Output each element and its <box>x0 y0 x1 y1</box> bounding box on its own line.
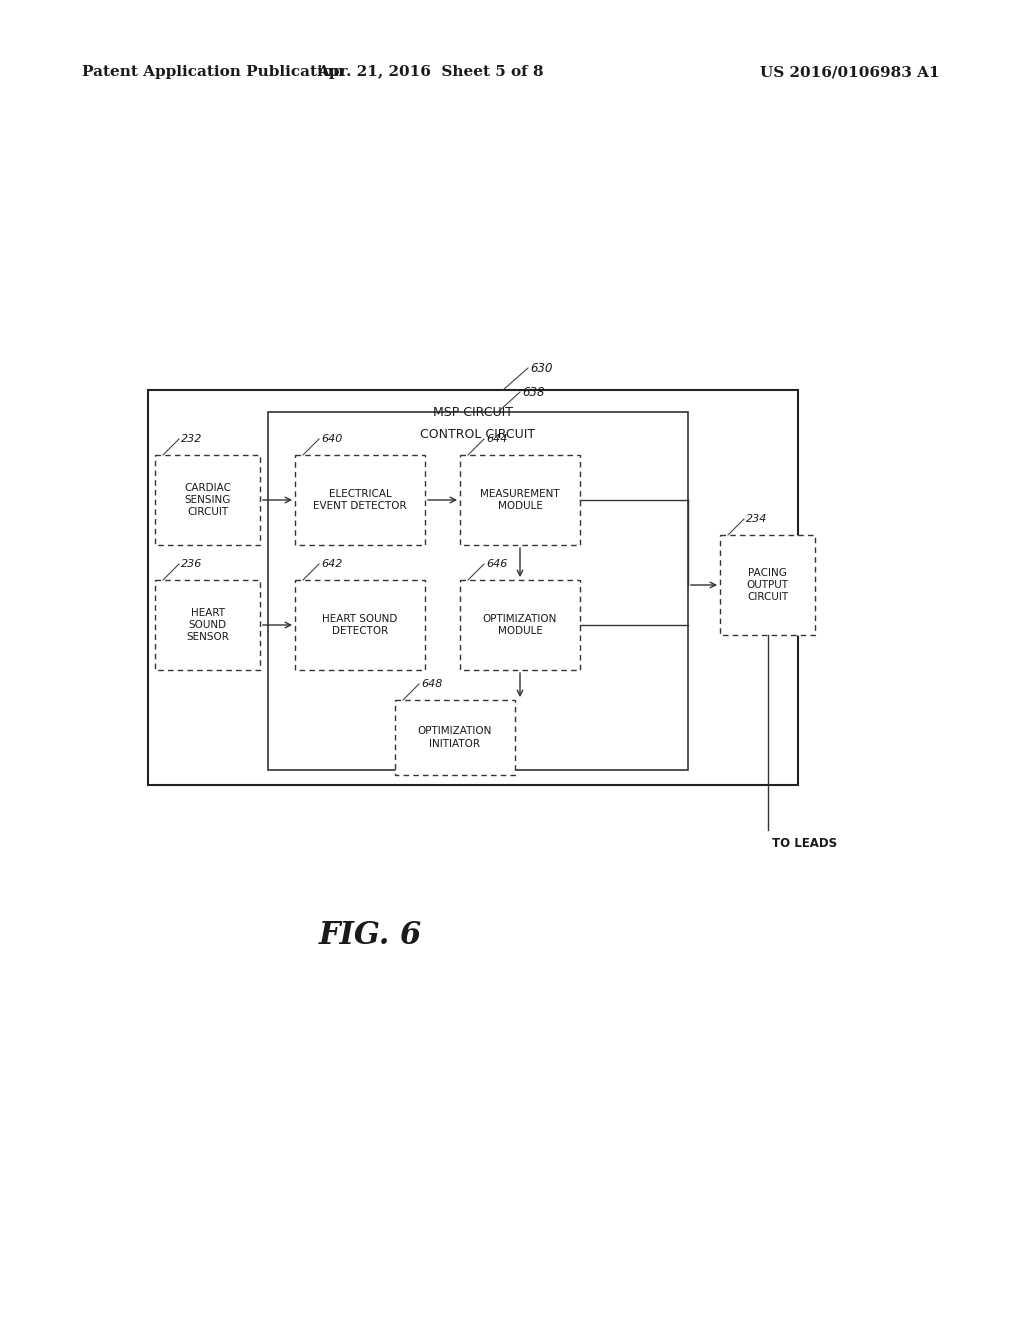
Text: PACING
OUTPUT
CIRCUIT: PACING OUTPUT CIRCUIT <box>746 568 788 602</box>
Bar <box>295 455 425 545</box>
Text: HEART
SOUND
SENSOR: HEART SOUND SENSOR <box>186 607 229 643</box>
Text: FIG. 6: FIG. 6 <box>318 920 422 950</box>
Text: MSP CIRCUIT: MSP CIRCUIT <box>433 405 513 418</box>
Text: ELECTRICAL
EVENT DETECTOR: ELECTRICAL EVENT DETECTOR <box>313 488 407 511</box>
Bar <box>268 412 688 770</box>
Text: 234: 234 <box>746 513 767 524</box>
Text: 648: 648 <box>421 678 442 689</box>
Text: OPTIMIZATION
MODULE: OPTIMIZATION MODULE <box>482 614 557 636</box>
Bar <box>460 579 580 671</box>
Text: US 2016/0106983 A1: US 2016/0106983 A1 <box>761 65 940 79</box>
Text: 232: 232 <box>181 434 203 444</box>
Text: 638: 638 <box>522 385 545 399</box>
Bar <box>148 389 798 785</box>
Text: 646: 646 <box>486 558 507 569</box>
Text: HEART SOUND
DETECTOR: HEART SOUND DETECTOR <box>323 614 397 636</box>
Text: CONTROL CIRCUIT: CONTROL CIRCUIT <box>421 428 536 441</box>
Text: 236: 236 <box>181 558 203 569</box>
Text: 642: 642 <box>321 558 342 569</box>
Text: CARDIAC
SENSING
CIRCUIT: CARDIAC SENSING CIRCUIT <box>184 483 231 517</box>
Text: 644: 644 <box>486 434 507 444</box>
Text: 640: 640 <box>321 434 342 444</box>
Bar <box>395 700 515 775</box>
Text: OPTIMIZATION
INITIATOR: OPTIMIZATION INITIATOR <box>418 726 493 748</box>
Text: TO LEADS: TO LEADS <box>772 837 838 850</box>
Bar <box>720 535 815 635</box>
Text: 630: 630 <box>530 362 553 375</box>
Text: MEASUREMENT
MODULE: MEASUREMENT MODULE <box>480 488 560 511</box>
Text: Patent Application Publication: Patent Application Publication <box>82 65 344 79</box>
Bar <box>155 579 260 671</box>
Bar <box>460 455 580 545</box>
Text: Apr. 21, 2016  Sheet 5 of 8: Apr. 21, 2016 Sheet 5 of 8 <box>316 65 544 79</box>
Bar <box>155 455 260 545</box>
Bar <box>295 579 425 671</box>
